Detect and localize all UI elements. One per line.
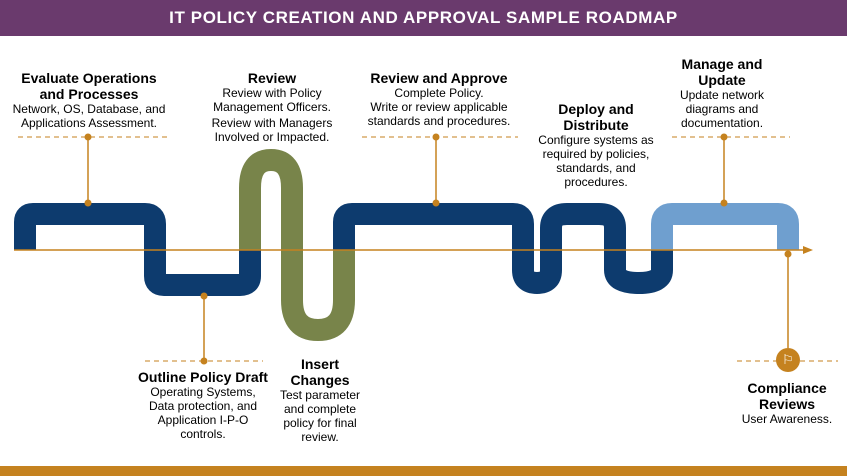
step-manage-title: Manage and Update <box>681 56 763 88</box>
step-manage-text: Update network diagrams and documentatio… <box>679 88 765 130</box>
step-outline-title: Outline Policy Draft <box>138 369 268 385</box>
road-segment-review <box>239 149 303 250</box>
connectors <box>87 137 789 361</box>
connector-dots <box>84 133 792 365</box>
title-banner: IT POLICY CREATION AND APPROVAL SAMPLE R… <box>0 0 847 36</box>
step-deploy-text: Configure systems as required by policie… <box>538 133 654 189</box>
step-manage: Manage and Update Update network diagram… <box>667 56 777 130</box>
road-segment-outline <box>144 250 261 296</box>
road-segment-manage <box>651 203 799 250</box>
road-segment-deploy-low-2 <box>604 250 673 294</box>
timeline-arrowhead <box>803 246 813 254</box>
step-approve-title: Review and Approve <box>370 70 508 86</box>
flag-icon: ⚐ <box>776 348 800 372</box>
step-outline-text: Operating Systems, Data protection, and … <box>148 385 258 441</box>
step-compliance: Compliance Reviews User Awareness. <box>732 380 842 426</box>
step-review-text-1: Review with Policy Management Officers. <box>213 86 331 114</box>
step-evaluate: Evaluate Operations and Processes Networ… <box>8 70 170 130</box>
step-approve-text-2: Write or review applicable standards and… <box>367 100 511 128</box>
step-approve: Review and Approve Complete Policy. Writ… <box>354 70 524 128</box>
step-deploy: Deploy and Distribute Configure systems … <box>534 101 658 189</box>
road-segment-deploy-low-1 <box>512 250 562 294</box>
step-outline: Outline Policy Draft Operating Systems, … <box>138 369 268 441</box>
step-evaluate-title: Evaluate Operations and Processes <box>21 70 157 102</box>
road-segment-approve <box>333 203 534 250</box>
page-title: IT POLICY CREATION AND APPROVAL SAMPLE R… <box>169 8 678 27</box>
step-insert-title: Insert Changes <box>290 356 350 388</box>
bottom-bar <box>0 466 847 476</box>
road-segment-deploy-high <box>540 203 626 250</box>
step-approve-text-1: Complete Policy. <box>394 86 484 100</box>
road-segment-evaluate <box>14 203 166 250</box>
step-review-title: Review <box>247 70 297 86</box>
step-review: Review Review with Policy Management Off… <box>200 70 344 144</box>
step-evaluate-text: Network, OS, Database, and Applications … <box>12 102 166 130</box>
step-compliance-text: User Awareness. <box>741 412 833 426</box>
road-segment-insert <box>281 250 355 341</box>
step-insert: Insert Changes Test parameter and comple… <box>272 356 368 444</box>
step-deploy-title: Deploy and Distribute <box>558 101 634 133</box>
step-review-text-2: Review with Managers Involved or Impacte… <box>211 116 333 144</box>
step-insert-text: Test parameter and complete policy for f… <box>279 388 361 444</box>
dashed-guides <box>18 136 838 362</box>
step-compliance-title: Compliance Reviews <box>747 380 827 412</box>
